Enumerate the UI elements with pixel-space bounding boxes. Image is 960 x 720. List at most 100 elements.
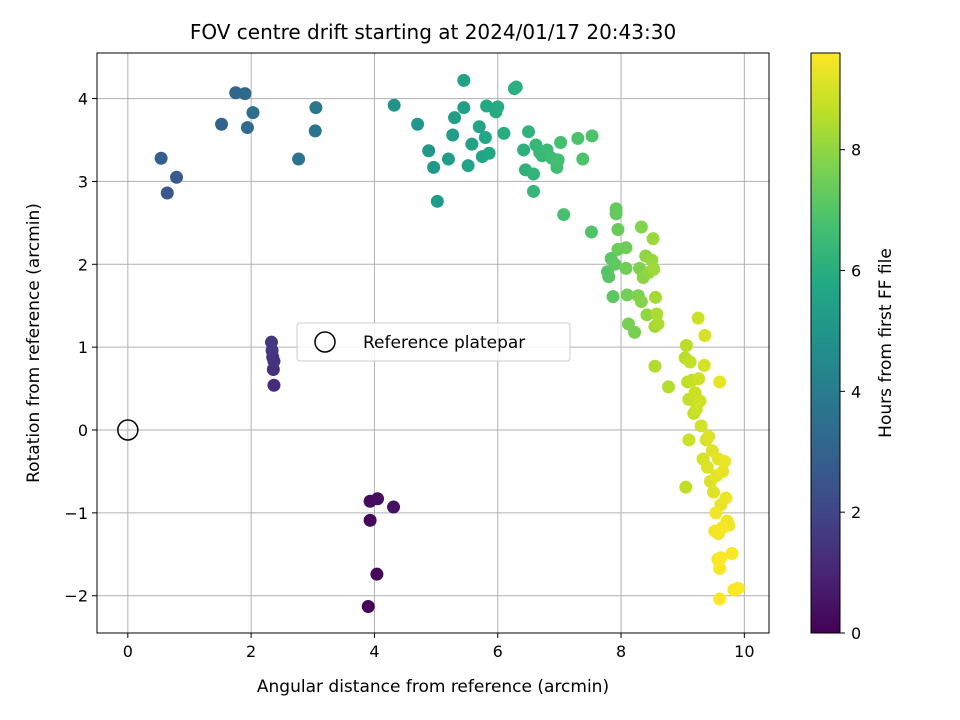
data-point [363, 513, 377, 527]
data-point [387, 500, 401, 514]
data-point [309, 101, 323, 115]
data-point [628, 325, 642, 339]
x-axis-label: Angular distance from reference (arcmin) [257, 677, 609, 697]
data-point [679, 480, 693, 494]
data-point [457, 73, 471, 87]
data-point [700, 460, 714, 474]
x-tick-label: 6 [493, 642, 503, 661]
data-point [713, 592, 727, 606]
x-tick-label: 2 [246, 642, 256, 661]
chart-title: FOV centre drift starting at 2024/01/17 … [190, 20, 676, 44]
data-point [411, 117, 425, 131]
data-point [682, 433, 696, 447]
legend-box [296, 322, 571, 362]
data-point [683, 355, 697, 369]
data-point [662, 380, 676, 394]
data-point [160, 186, 174, 200]
data-point [646, 232, 660, 246]
data-point [702, 430, 716, 444]
colorbar-tick-label: 6 [851, 262, 861, 281]
y-tick-label: −1 [64, 504, 88, 523]
data-point [370, 567, 384, 581]
data-point [649, 290, 663, 304]
data-point [585, 129, 599, 143]
data-point [497, 126, 511, 140]
data-point [620, 288, 634, 302]
colorbar-tick-label: 2 [851, 503, 861, 522]
data-point [267, 378, 281, 392]
data-point [694, 419, 708, 433]
y-tick-label: 1 [78, 338, 88, 357]
data-point [215, 117, 229, 131]
data-point [693, 394, 707, 408]
y-tick-label: 4 [78, 90, 88, 109]
data-point [719, 491, 733, 505]
x-tick-label: 0 [123, 642, 133, 661]
data-point [557, 208, 571, 222]
data-point [509, 80, 523, 94]
data-point [240, 121, 254, 135]
data-point [446, 128, 460, 142]
data-point [692, 372, 706, 386]
y-tick-label: 2 [78, 255, 88, 274]
data-point [650, 307, 664, 321]
data-point [430, 194, 444, 208]
data-point [634, 295, 648, 309]
data-point [170, 170, 184, 184]
data-point [634, 220, 648, 234]
data-point [648, 359, 662, 373]
data-points [154, 73, 745, 613]
data-point [606, 290, 620, 304]
data-point [154, 151, 168, 165]
data-point [619, 241, 633, 255]
data-point [619, 261, 633, 275]
plot-frame [96, 52, 770, 634]
data-point [713, 375, 727, 389]
data-point [465, 137, 479, 151]
data-point [697, 358, 711, 372]
legend-entry-reference: Reference platepar [363, 333, 525, 353]
data-point [709, 506, 723, 520]
data-point [714, 551, 728, 565]
data-point [387, 98, 401, 112]
data-point [472, 120, 486, 134]
data-point [448, 111, 462, 125]
y-axis-ticks: −2 −1 0 1 2 3 4 [64, 90, 97, 606]
data-point [647, 262, 661, 276]
data-point [691, 311, 705, 325]
colorbar-tick-label: 4 [851, 382, 861, 401]
data-point [457, 101, 471, 115]
data-point [371, 492, 385, 506]
data-point [716, 464, 730, 478]
data-point [602, 270, 616, 284]
data-point [522, 125, 536, 139]
data-point [608, 257, 622, 271]
legend-marker-icon [314, 331, 336, 353]
data-point [491, 100, 505, 114]
data-point [713, 561, 727, 575]
reference-point-marker [117, 419, 139, 441]
colorbar-tick-label: 8 [851, 141, 861, 160]
y-tick-label: 3 [78, 172, 88, 191]
data-point [718, 454, 732, 468]
data-point [554, 135, 568, 149]
data-point [461, 159, 475, 173]
data-point [715, 521, 729, 535]
data-point [480, 99, 494, 113]
data-point [422, 144, 436, 158]
colorbar-label: Hours from first FF file [876, 248, 896, 438]
data-point [725, 546, 739, 560]
data-point [526, 167, 540, 181]
data-point [551, 153, 565, 167]
data-point [238, 87, 252, 101]
data-point [640, 308, 654, 322]
y-tick-label: 0 [78, 421, 88, 440]
data-point [651, 317, 665, 331]
data-point [731, 581, 745, 595]
data-point [679, 338, 693, 352]
data-point [526, 184, 540, 198]
colorbar: 0 2 4 6 8 Hours from first FF file [810, 52, 896, 643]
x-axis-ticks: 0 2 4 6 8 10 [123, 633, 755, 661]
data-point [611, 222, 625, 236]
